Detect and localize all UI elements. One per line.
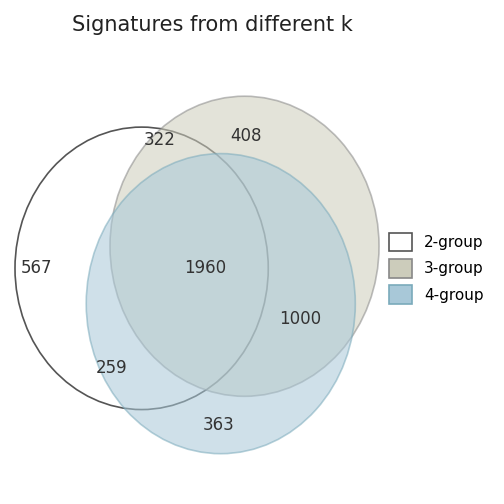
Text: 408: 408 [231,127,262,145]
Text: 322: 322 [144,132,175,149]
Text: 363: 363 [203,416,235,434]
Text: 1960: 1960 [184,260,226,277]
Legend: 2-group, 3-group, 4-group: 2-group, 3-group, 4-group [383,227,490,310]
Text: 567: 567 [21,260,52,277]
Circle shape [110,96,379,396]
Text: 1000: 1000 [279,310,321,328]
Text: 259: 259 [96,359,128,376]
Circle shape [86,154,355,454]
Title: Signatures from different k: Signatures from different k [73,15,353,35]
